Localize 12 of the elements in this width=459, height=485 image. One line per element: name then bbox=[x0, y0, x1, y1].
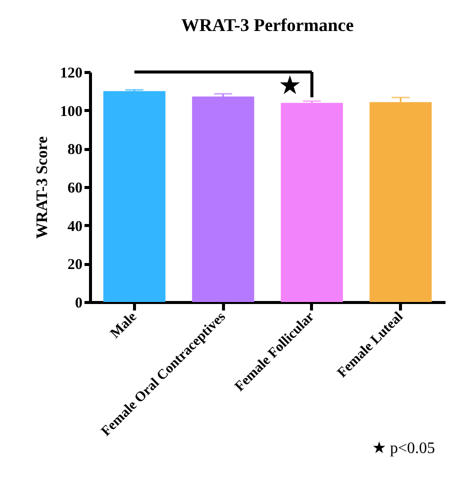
bar bbox=[370, 102, 432, 302]
y-axis-title: WRAT-3 Score bbox=[34, 136, 51, 239]
text: ★ p<0.05 bbox=[372, 440, 436, 457]
y-tick-label: 40 bbox=[68, 218, 82, 235]
y-tick-label: 20 bbox=[68, 257, 82, 274]
y-tick-label: 0 bbox=[75, 296, 82, 312]
annotation: ★ bbox=[278, 71, 302, 101]
y-tick-label: 80 bbox=[68, 142, 82, 158]
chart-title: WRAT-3 Performance bbox=[181, 15, 354, 35]
y-tick-label: 100 bbox=[60, 104, 82, 120]
y-tick-label: 60 bbox=[68, 180, 82, 196]
y-tick-label: 120 bbox=[60, 66, 82, 82]
